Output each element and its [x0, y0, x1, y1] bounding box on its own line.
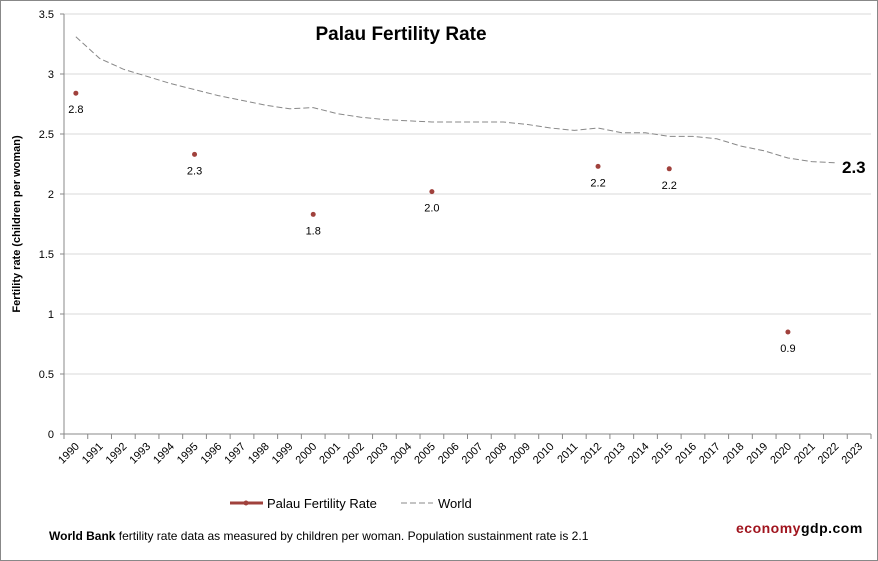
x-tick-label: 1995 [175, 441, 201, 467]
data-label: 2.8 [68, 104, 83, 116]
data-label: 2.0 [424, 203, 439, 215]
palau-point [310, 211, 316, 217]
x-tick-label: 2004 [388, 441, 414, 467]
brand-part1: economy [736, 520, 801, 536]
x-tick-label: 2017 [697, 441, 723, 467]
x-tick-label: 2007 [460, 441, 486, 467]
data-label: 2.2 [590, 177, 605, 189]
x-tick-label: 1992 [104, 441, 130, 467]
x-tick-label: 2020 [768, 441, 794, 467]
x-tick-label: 2012 [578, 441, 604, 467]
x-tick-label: 2013 [602, 441, 628, 467]
data-label: 2.2 [662, 180, 677, 192]
world-end-label: 2.3 [842, 158, 866, 177]
x-tick-label: 2000 [294, 441, 320, 467]
palau-point [73, 90, 79, 96]
x-tick-label: 1999 [270, 441, 296, 467]
y-tick-label: 0.5 [39, 369, 54, 381]
x-tick-label: 2006 [436, 441, 462, 467]
x-tick-label: 2015 [650, 441, 676, 467]
chart: 0 0.5 1 1.5 2 2.5 3 3.5 199019911992199319941995… [11, 9, 872, 511]
data-label: 2.3 [187, 165, 202, 177]
y-tick-label: 2 [48, 189, 54, 201]
legend-world-label: World [438, 496, 472, 511]
x-tick-label: 1994 [151, 441, 177, 467]
source-text: fertility rate data as measured by child… [115, 529, 589, 543]
x-tick-label: 1990 [56, 441, 82, 467]
x-tick-label: 1998 [246, 441, 272, 467]
y-tick-label: 1 [48, 309, 54, 321]
data-label: 1.8 [306, 225, 321, 237]
y-tick-label: 1.5 [39, 249, 54, 261]
x-tick-label: 2014 [626, 441, 652, 467]
brand-part2: gdp.com [800, 520, 863, 536]
x-tick-label: 2009 [507, 441, 533, 467]
source-name: World Bank [49, 529, 116, 543]
data-label: 0.9 [780, 343, 795, 355]
x-tick-label: 2016 [673, 441, 699, 467]
palau-point [785, 329, 791, 335]
x-tick-label: 2011 [555, 441, 580, 466]
chart-title: Palau Fertility Rate [315, 24, 486, 45]
y-tick-label: 0 [48, 429, 54, 441]
x-tick-label: 2001 [317, 441, 343, 467]
y-tick-label: 3.5 [39, 9, 54, 21]
palau-point [666, 166, 672, 172]
x-tick-label: 1996 [199, 441, 225, 467]
legend-palau-label: Palau Fertility Rate [267, 496, 377, 511]
palau-point [595, 163, 601, 169]
legend-palau-marker [243, 500, 249, 506]
brand-logo: economygdp.com [736, 520, 863, 536]
x-tick-label: 2008 [483, 441, 509, 467]
x-tick-label: 1993 [127, 441, 153, 467]
x-tick-label: 1991 [80, 441, 106, 467]
x-tick-label: 2022 [816, 441, 842, 467]
palau-point [192, 151, 198, 157]
x-tick-label: 2010 [531, 441, 557, 467]
x-tick-label: 1997 [222, 441, 248, 467]
x-tick-label: 2021 [792, 441, 818, 467]
y-tick-label: 2.5 [39, 129, 54, 141]
x-tick-label: 2005 [412, 441, 438, 467]
world-line [75, 36, 836, 164]
x-tick-label: 2018 [721, 441, 747, 467]
palau-point [429, 189, 435, 195]
y-axis-label: Fertility rate (children per woman) [11, 135, 23, 313]
x-tick-label: 2002 [341, 441, 367, 467]
x-tick-label: 2023 [839, 441, 865, 467]
x-tick-label: 2019 [745, 441, 771, 467]
x-tick-label: 2003 [365, 441, 391, 467]
y-tick-label: 3 [48, 69, 54, 81]
footer-note: World Bank fertility rate data as measur… [49, 529, 588, 543]
